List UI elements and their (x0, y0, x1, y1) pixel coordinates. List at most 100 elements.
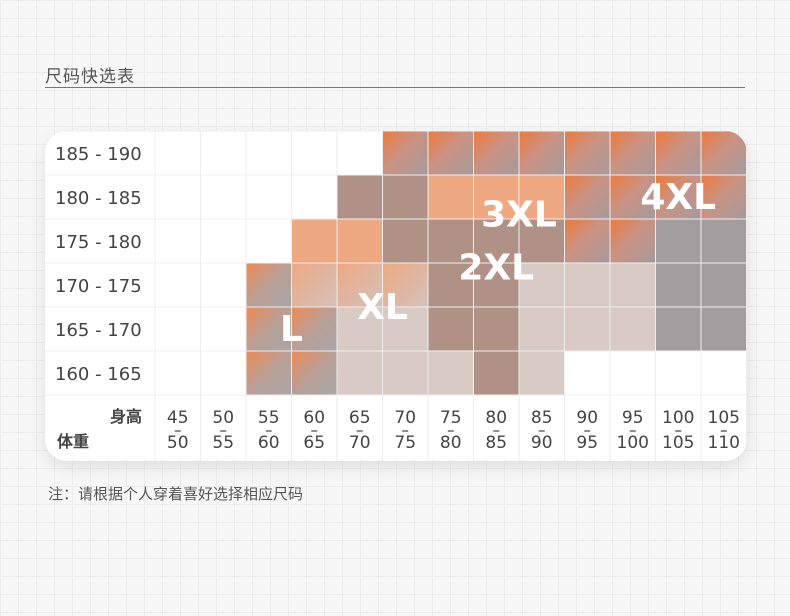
size-cell-4xl (655, 219, 702, 264)
col-label-bottom: 110 (708, 433, 740, 453)
col-label-top: 95 (622, 408, 644, 428)
size-cell-4xl (655, 175, 702, 220)
row-label: 180 - 185 (55, 188, 142, 209)
size-cell-l (246, 351, 292, 396)
row-label: 160 - 165 (55, 364, 142, 385)
col-label-top: 65 (349, 408, 371, 428)
size-cell-3xl (382, 175, 429, 220)
col-label-top: 60 (303, 408, 325, 428)
size-cell-xl (337, 263, 383, 308)
size-cell-l (291, 307, 338, 352)
size-cell-4xl (564, 175, 611, 220)
col-label-bottom: 70 (349, 433, 371, 453)
size-cell-4xl (610, 131, 656, 176)
size-cell-3xl (382, 219, 429, 264)
title-divider (45, 87, 745, 88)
col-label-bottom: 80 (440, 433, 462, 453)
col-label-top: 100 (662, 408, 694, 428)
size-label-l: L (280, 309, 303, 350)
row-label: 175 - 180 (55, 232, 142, 253)
size-cell-2xl (564, 307, 611, 352)
size-cell-4xl (382, 131, 429, 176)
col-axis-label: 体重 (57, 432, 89, 451)
size-cell-4xl (655, 307, 702, 352)
size-label-3xl: 3XL (481, 195, 557, 236)
size-cell-xl (337, 351, 383, 396)
size-cell-2xl (473, 307, 520, 352)
col-label-bottom: 60 (258, 433, 280, 453)
col-label-top: 55 (258, 408, 280, 428)
size-cell-2xl (519, 263, 565, 308)
size-chart-card: 185 - 190 180 - 185 175 - 180 170 - 175 165 … (45, 131, 747, 461)
size-cell-4xl (428, 131, 474, 176)
size-cell-4xl (610, 175, 656, 220)
size-cell-xl (382, 307, 429, 352)
page-title: 尺码快选表 (45, 67, 135, 87)
col-label-top: 50 (212, 408, 234, 428)
size-cell-4xl (655, 263, 702, 308)
size-cell-l (246, 263, 292, 308)
size-cell-2xl (473, 351, 520, 396)
size-cell-4xl (701, 263, 747, 308)
col-label-top: 105 (708, 408, 740, 428)
size-label-2xl: 2XL (458, 247, 534, 288)
size-cell-xl (382, 263, 429, 308)
col-label-top: 80 (485, 408, 507, 428)
size-cell-xl (428, 351, 474, 396)
footnote: 注：请根据个人穿着喜好选择相应尺码 (48, 485, 304, 503)
col-label-top: 85 (531, 408, 553, 428)
col-label-bottom: 85 (485, 433, 507, 453)
size-cell-xl (291, 263, 338, 308)
size-label-4xl: 4XL (640, 177, 716, 218)
col-label-bottom: 75 (394, 433, 416, 453)
size-cell-4xl (519, 131, 565, 176)
size-cell-4xl (473, 131, 520, 176)
row-label: 185 - 190 (55, 144, 142, 165)
col-label-bottom: 55 (212, 433, 234, 453)
col-label-top: 45 (167, 408, 189, 428)
col-label-bottom: 95 (576, 433, 598, 453)
size-cell-2xl (519, 307, 565, 352)
size-cell-2xl (564, 263, 611, 308)
size-cell-3xl (337, 175, 383, 220)
size-cell-4xl (701, 175, 747, 220)
size-cell-2xl (428, 307, 474, 352)
size-cell-2xl (473, 263, 520, 308)
size-cell-4xl (701, 131, 747, 176)
col-label-bottom: 105 (662, 433, 694, 453)
size-chart: 185 - 190 180 - 185 175 - 180 170 - 175 165 … (45, 131, 747, 461)
col-label-top: 75 (440, 408, 462, 428)
col-label-bottom: 90 (531, 433, 553, 453)
size-cell-3xl (519, 219, 565, 264)
size-cell-4xl (701, 219, 747, 264)
size-cell-4xl (655, 131, 702, 176)
size-cell-l (246, 307, 292, 352)
size-cell-xl (337, 307, 383, 352)
size-cell-2xl (291, 219, 338, 264)
row-axis-label: 身高 (110, 407, 142, 426)
row-label: 165 - 170 (55, 320, 142, 341)
size-cell-2xl (428, 263, 474, 308)
col-label-bottom: 100 (617, 433, 649, 453)
size-cell-2xl (610, 307, 656, 352)
size-cell-3xl (473, 175, 520, 220)
size-cell-2xl (337, 219, 383, 264)
size-cell-3xl (428, 175, 474, 220)
size-cell-2xl (519, 351, 565, 396)
size-cell-3xl (428, 219, 474, 264)
size-cell-3xl (473, 219, 520, 264)
size-cell-4xl (701, 307, 747, 352)
size-cell-4xl (564, 131, 611, 176)
size-cell-xl (382, 351, 429, 396)
col-label-top: 70 (394, 408, 416, 428)
size-cell-4xl (610, 219, 656, 264)
size-cell-3xl (519, 175, 565, 220)
row-label: 170 - 175 (55, 276, 142, 297)
col-label-bottom: 50 (167, 433, 189, 453)
col-label-bottom: 65 (303, 433, 325, 453)
size-cell-2xl (610, 263, 656, 308)
size-cell-l (291, 351, 338, 396)
col-label-top: 90 (576, 408, 598, 428)
size-cell-4xl (564, 219, 611, 264)
size-label-xl: XL (357, 287, 408, 328)
